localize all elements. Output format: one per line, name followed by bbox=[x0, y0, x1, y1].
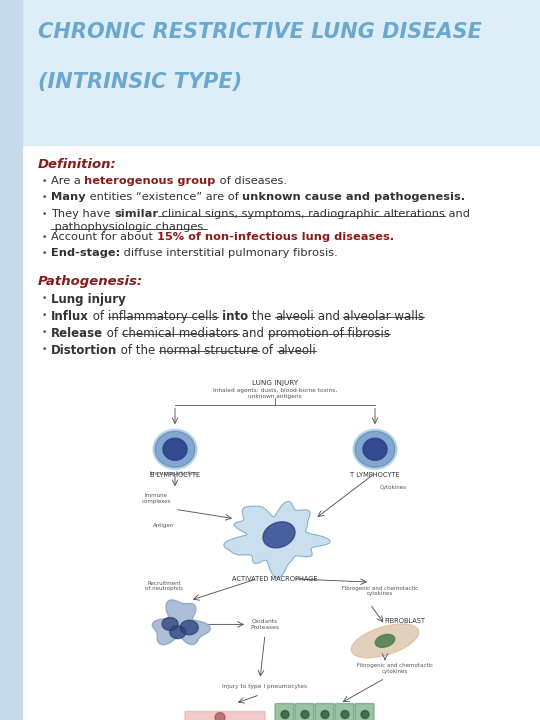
Bar bbox=[0, 0, 22, 720]
Text: •: • bbox=[42, 310, 48, 320]
Text: Antigen: Antigen bbox=[153, 523, 174, 528]
Text: alveolar walls: alveolar walls bbox=[343, 310, 424, 323]
FancyBboxPatch shape bbox=[315, 703, 334, 720]
Polygon shape bbox=[355, 431, 395, 467]
Text: They have: They have bbox=[51, 209, 114, 219]
Polygon shape bbox=[163, 438, 187, 460]
Circle shape bbox=[301, 711, 309, 719]
FancyBboxPatch shape bbox=[335, 703, 354, 720]
Polygon shape bbox=[155, 431, 195, 467]
Text: pathophysiologic changes.: pathophysiologic changes. bbox=[51, 222, 207, 232]
Text: B LYMPHOCYTE: B LYMPHOCYTE bbox=[150, 472, 200, 478]
Polygon shape bbox=[170, 626, 186, 639]
Polygon shape bbox=[185, 711, 265, 720]
Text: unknown cause and pathogenesis.: unknown cause and pathogenesis. bbox=[242, 192, 465, 202]
Text: entities “existence” are of: entities “existence” are of bbox=[86, 192, 242, 202]
Text: •: • bbox=[42, 233, 48, 242]
Text: Definition:: Definition: bbox=[38, 158, 117, 171]
Text: heterogenous group: heterogenous group bbox=[84, 176, 216, 186]
Text: End-stage:: End-stage: bbox=[51, 248, 120, 258]
Text: •: • bbox=[42, 210, 48, 219]
Text: CHRONIC RESTRICTIVE LUNG DISEASE: CHRONIC RESTRICTIVE LUNG DISEASE bbox=[38, 22, 482, 42]
FancyBboxPatch shape bbox=[295, 703, 314, 720]
Text: and: and bbox=[314, 310, 343, 323]
Text: normal structure: normal structure bbox=[159, 343, 259, 356]
Polygon shape bbox=[375, 634, 395, 647]
Circle shape bbox=[281, 711, 289, 719]
FancyBboxPatch shape bbox=[275, 703, 294, 720]
Polygon shape bbox=[263, 522, 295, 548]
Text: alveoli: alveoli bbox=[277, 343, 316, 356]
Text: Lung injury: Lung injury bbox=[51, 292, 126, 305]
Text: of diseases.: of diseases. bbox=[216, 176, 287, 186]
Circle shape bbox=[321, 711, 329, 719]
Text: Recruitment
of neutrophils: Recruitment of neutrophils bbox=[145, 581, 183, 592]
Text: Are a: Are a bbox=[51, 176, 84, 186]
Text: unknown antigens: unknown antigens bbox=[248, 394, 302, 399]
Text: Immunoglobulins: Immunoglobulins bbox=[149, 471, 197, 476]
Text: Many: Many bbox=[51, 192, 86, 202]
Text: (INTRINSIC TYPE): (INTRINSIC TYPE) bbox=[38, 72, 242, 92]
Text: of the: of the bbox=[117, 343, 159, 356]
Text: of: of bbox=[89, 310, 107, 323]
Polygon shape bbox=[162, 618, 178, 630]
Text: LUNG INJURY: LUNG INJURY bbox=[252, 380, 298, 386]
FancyBboxPatch shape bbox=[355, 703, 374, 720]
Text: of: of bbox=[103, 327, 122, 340]
Circle shape bbox=[215, 713, 225, 720]
Bar bbox=[22, 0, 540, 145]
Text: Immune
complexes: Immune complexes bbox=[141, 493, 171, 504]
Text: alveoli: alveoli bbox=[275, 310, 314, 323]
Text: Release: Release bbox=[51, 327, 103, 340]
Polygon shape bbox=[180, 621, 198, 635]
Circle shape bbox=[341, 711, 349, 719]
Text: 15% of non-infectious lung diseases.: 15% of non-infectious lung diseases. bbox=[157, 232, 394, 242]
Text: promotion of fibrosis: promotion of fibrosis bbox=[268, 327, 390, 340]
Text: of: of bbox=[259, 343, 277, 356]
Text: Influx: Influx bbox=[51, 310, 89, 323]
Polygon shape bbox=[353, 429, 397, 469]
Text: inflammatory cells: inflammatory cells bbox=[107, 310, 218, 323]
Polygon shape bbox=[152, 600, 211, 645]
Text: •: • bbox=[42, 294, 48, 302]
Text: •: • bbox=[42, 249, 48, 258]
Text: Distortion: Distortion bbox=[51, 343, 117, 356]
Text: Pathogenesis:: Pathogenesis: bbox=[38, 274, 143, 287]
Text: similar: similar bbox=[114, 209, 158, 219]
Text: Inhaled agents: dusts, blood-borne toxins,: Inhaled agents: dusts, blood-borne toxin… bbox=[213, 387, 337, 392]
Text: •: • bbox=[42, 328, 48, 337]
Polygon shape bbox=[224, 501, 330, 578]
Polygon shape bbox=[153, 429, 197, 469]
Text: Fibrogenic and chemotactic
cytokines: Fibrogenic and chemotactic cytokines bbox=[342, 585, 418, 596]
Text: Injury to type I pneumocytes: Injury to type I pneumocytes bbox=[222, 684, 308, 689]
Text: Cytokines: Cytokines bbox=[380, 485, 407, 490]
Text: clinical signs, symptoms, radiographic alterations: clinical signs, symptoms, radiographic a… bbox=[158, 209, 445, 219]
Text: ACTIVATED MACROPHAGE: ACTIVATED MACROPHAGE bbox=[232, 576, 318, 582]
Text: T LYMPHOCYTE: T LYMPHOCYTE bbox=[350, 472, 400, 478]
Text: FIBROBLAST: FIBROBLAST bbox=[384, 618, 426, 624]
Text: Oxidants
Proteases: Oxidants Proteases bbox=[251, 619, 280, 630]
Text: Account for about: Account for about bbox=[51, 232, 157, 242]
Circle shape bbox=[361, 711, 369, 719]
Text: •: • bbox=[42, 194, 48, 202]
Text: into: into bbox=[218, 310, 248, 323]
Text: •: • bbox=[42, 345, 48, 354]
Text: and: and bbox=[239, 327, 268, 340]
Polygon shape bbox=[352, 624, 418, 658]
Text: diffuse interstitial pulmonary fibrosis.: diffuse interstitial pulmonary fibrosis. bbox=[120, 248, 338, 258]
Text: •: • bbox=[42, 177, 48, 186]
Text: and: and bbox=[445, 209, 470, 219]
Text: chemical mediators: chemical mediators bbox=[122, 327, 239, 340]
Text: the: the bbox=[248, 310, 275, 323]
Text: Fibrogenic and chemotactic
cytokines: Fibrogenic and chemotactic cytokines bbox=[357, 663, 433, 674]
Polygon shape bbox=[363, 438, 387, 460]
